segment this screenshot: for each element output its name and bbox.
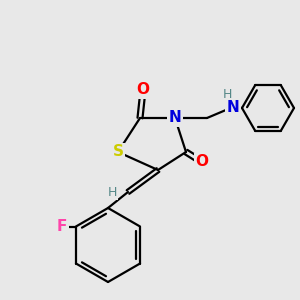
Text: H: H bbox=[222, 88, 232, 100]
Text: N: N bbox=[169, 110, 182, 125]
Text: F: F bbox=[57, 219, 67, 234]
Text: N: N bbox=[226, 100, 239, 115]
Text: O: O bbox=[196, 154, 208, 169]
Text: S: S bbox=[112, 145, 124, 160]
Text: H: H bbox=[107, 185, 117, 199]
Text: O: O bbox=[136, 82, 149, 98]
